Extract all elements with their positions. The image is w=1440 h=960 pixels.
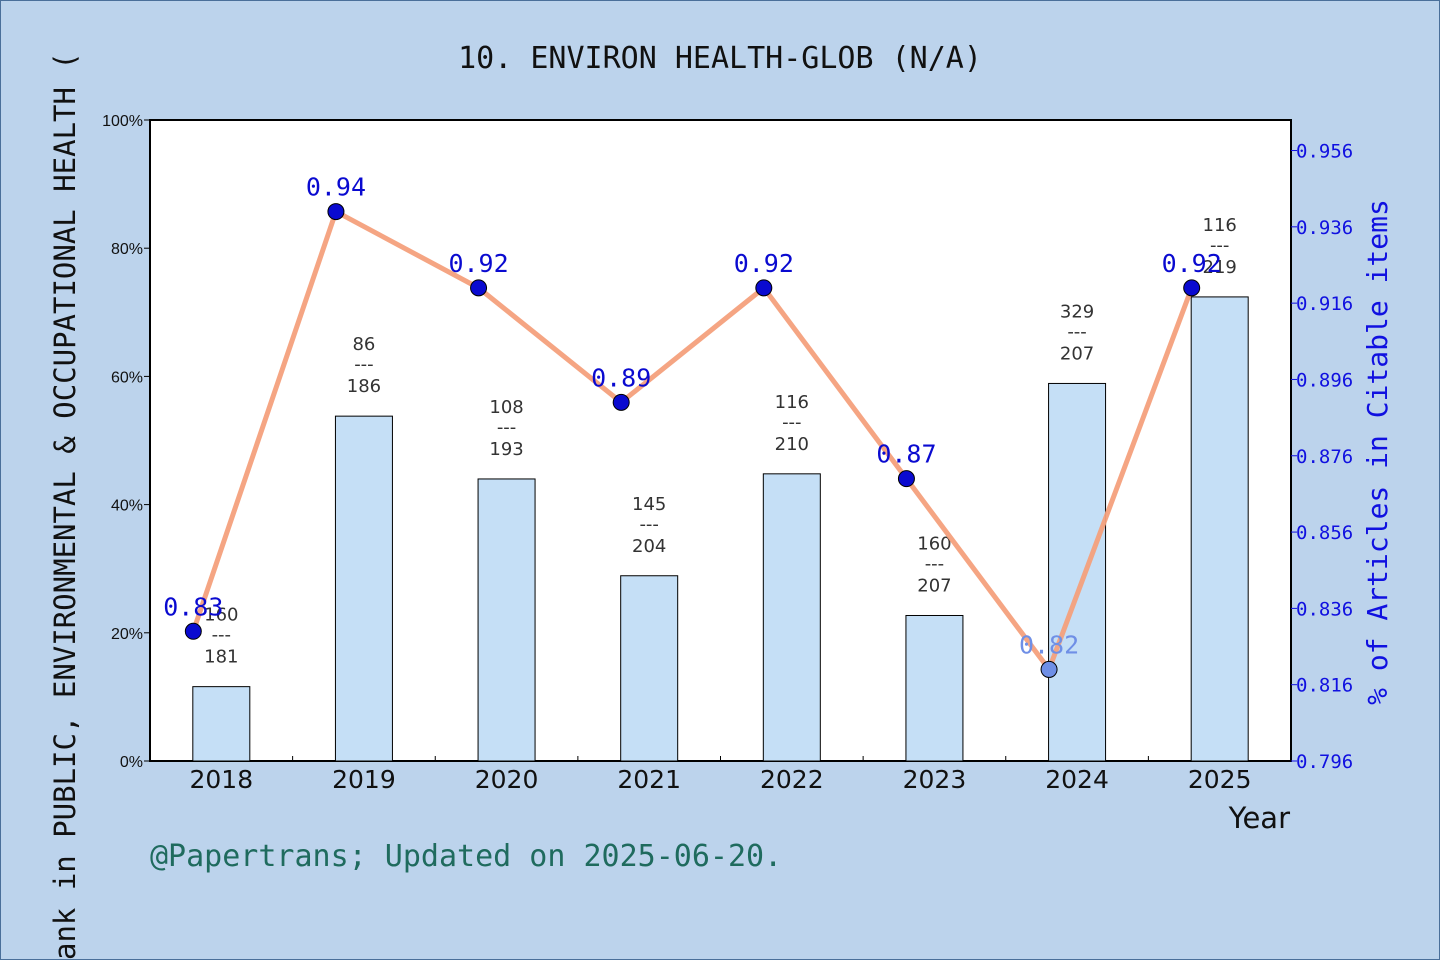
bar [1190,296,1249,762]
bar-rank-label: 160 [204,605,238,626]
point-value-label: 0.87 [876,440,936,469]
x-tick-label: 2025 [1188,765,1252,794]
y2-tick-label: 0.876 [1296,446,1353,468]
bar [1048,382,1107,762]
right-axis: 0.796 0.816 0.836 0.856 0.876 0.896 0.916 0.936… [1291,141,1353,773]
x-tick-label: 2022 [760,765,824,794]
bar-total-label: 186 [347,376,381,397]
point-labels: 0.83 0.94 0.92 0.89 0.92 0.87 0.82 0.92 [163,173,1222,660]
bar-separator-label: --- [354,354,374,375]
bar-separator-label: --- [497,417,517,438]
bar-separator-label: --- [782,412,802,433]
line-marker [1040,660,1058,678]
point-value-label: 0.92 [734,249,794,278]
line-path [190,209,1195,672]
bar-total-label: 193 [489,439,523,460]
x-axis: 2018 2019 2020 2021 2022 2023 2024 2025 [190,756,1252,794]
line-marker [470,279,488,297]
bar-total-label: 207 [917,575,951,596]
point-value-label: 0.82 [1019,630,1079,659]
bar-series [192,296,1249,762]
point-value-label: 0.92 [448,249,508,278]
bar [762,473,821,762]
line-marker [755,279,773,297]
y2-axis-label: % of Articles in Citable items [1361,199,1394,705]
y2-tick-label: 0.916 [1296,293,1353,315]
line-marker [897,470,915,488]
point-value-label: 0.94 [306,173,366,202]
bar-separator-label: --- [639,514,659,535]
plot-area [149,119,1292,762]
x-tick-label: 2021 [617,765,681,794]
x-axis-label: Year [1228,801,1290,835]
bar-total-label: 181 [204,647,238,668]
x-tick-label: 2018 [190,765,254,794]
bar [620,575,679,762]
bar-separator-label: --- [1067,321,1087,342]
y-tick-label: 40% [111,498,143,515]
y-tick-label: 80% [111,241,143,258]
bar [334,415,393,762]
line-marker [184,622,202,640]
y2-tick-label: 0.856 [1296,522,1353,544]
y-tick-label: 60% [111,369,143,386]
line-marker [612,393,630,411]
bar-rank-label: 116 [1203,215,1237,236]
bar [905,614,964,762]
y2-tick-label: 0.936 [1296,217,1353,239]
bar-rank-label: 108 [489,397,523,418]
bar-total-label: 207 [1060,343,1094,364]
y2-tick-label: 0.816 [1296,675,1353,697]
y-tick-label: 0% [120,754,143,771]
y2-tick-label: 0.796 [1296,751,1353,773]
x-tick-label: 2020 [475,765,539,794]
bar-total-label: 219 [1203,257,1237,278]
x-tick-label: 2019 [332,765,396,794]
bar-rank-label: 160 [917,533,951,554]
bar-separator-label: --- [925,553,945,574]
bar-total-label: 204 [632,536,666,557]
y2-tick-label: 0.836 [1296,598,1353,620]
footer-credit: @Papertrans; Updated on 2025-06-20. [150,839,782,874]
x-tick-label: 2024 [1045,765,1109,794]
bar-rank-label: 145 [632,494,666,515]
chart-title: 10. ENVIRON HEALTH-GLOB (N/A) [458,41,982,76]
x-tick-label: 2023 [903,765,967,794]
bar [192,686,251,762]
y2-tick-label: 0.896 [1296,369,1353,391]
y-tick-label: 100% [102,113,143,130]
bar-rank-label: 86 [352,334,375,355]
bar-labels: 160---18186---186108---193145---204116--… [204,215,1237,668]
y2-tick-label: 0.956 [1296,141,1353,163]
bar-rank-label: 329 [1060,301,1094,322]
point-value-label: 0.89 [591,363,651,392]
bar-total-label: 210 [775,434,809,455]
bar-rank-label: 116 [775,392,809,413]
bar [477,478,536,762]
line-marker [327,203,345,221]
point-value-label: 0.83 [163,592,223,621]
bar-separator-label: --- [1210,235,1230,256]
point-value-label: 0.92 [1162,249,1222,278]
left-axis: 0% 20% 40% 60% 80% 100% [102,113,150,771]
y-tick-label: 20% [111,626,143,643]
line-marker [1183,279,1201,297]
bar-separator-label: --- [212,625,232,646]
line-series [184,203,1201,678]
y-axis-label: ank in PUBLIC, ENVIRONMENTAL & OCCUPATIO… [48,52,82,960]
